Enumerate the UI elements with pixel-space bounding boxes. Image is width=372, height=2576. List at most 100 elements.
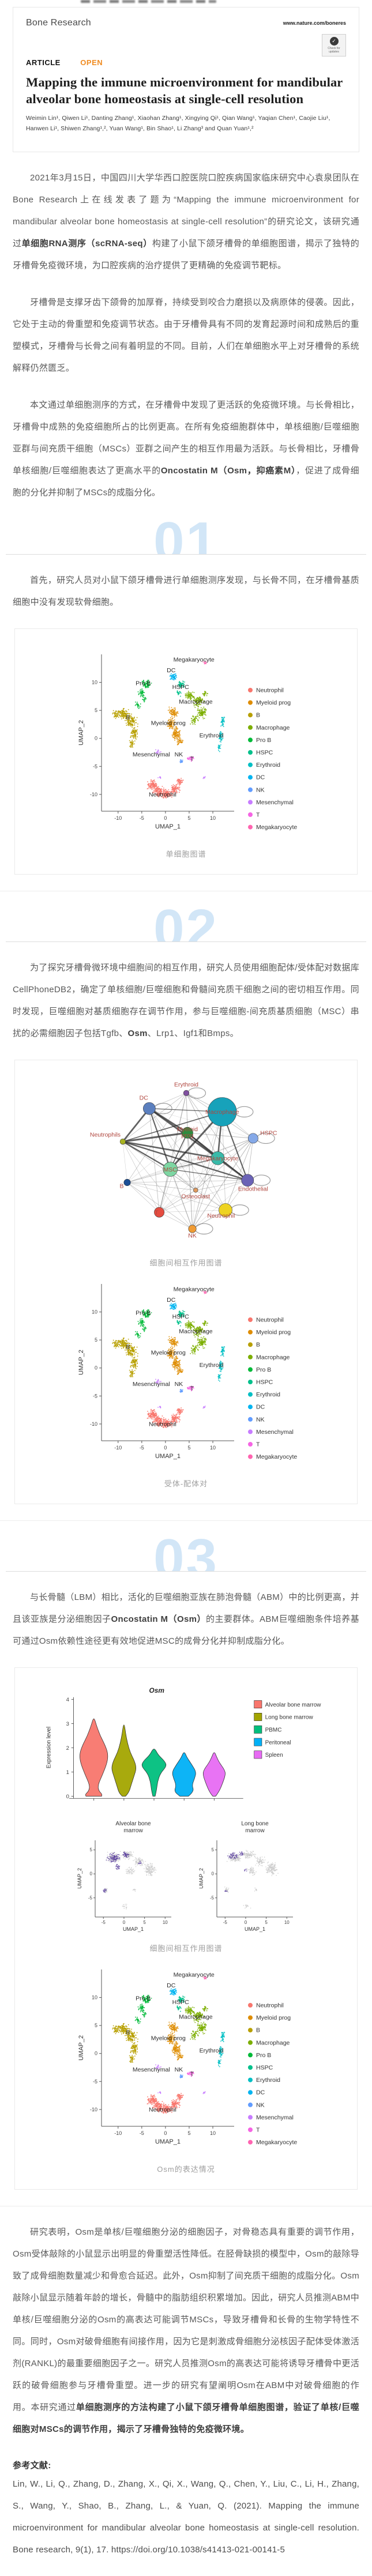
svg-text:5: 5	[143, 1920, 146, 1925]
svg-text:Neutrophil: Neutrophil	[256, 687, 284, 694]
svg-text:marrow: marrow	[123, 1828, 143, 1834]
paragraph: 本文通过单细胞测序的方式，在牙槽骨中发现了更活跃的免疫微环境。与长骨相比，牙槽骨…	[13, 394, 359, 504]
svg-text:-5: -5	[88, 1895, 92, 1900]
svg-text:T: T	[190, 755, 194, 762]
divider-rule	[6, 1571, 366, 1572]
text-run: 本文通过单细胞测序的方式，在牙槽骨中发现了更活跃的免疫微环境。与长骨相比，牙槽骨…	[13, 400, 359, 476]
figure-caption: 细胞间相互作用图谱	[18, 1257, 354, 1268]
svg-text:Neutrophils: Neutrophils	[89, 1131, 120, 1138]
svg-text:Alveolar bone: Alveolar bone	[115, 1821, 151, 1827]
crossmark-label: Check for updates	[325, 47, 343, 54]
svg-text:NK: NK	[256, 1416, 265, 1423]
divider-rule	[6, 941, 366, 942]
svg-text:5: 5	[187, 815, 190, 821]
svg-text:T: T	[155, 1209, 159, 1216]
svg-text:Osteoclast: Osteoclast	[181, 1193, 210, 1200]
crossmark-icon: ✓	[330, 37, 339, 46]
svg-text:Mesenchymal: Mesenchymal	[256, 1429, 294, 1436]
figure-card-fig2: Erythroid DC Macrophage Neutrophils HSPC Myel…	[14, 1060, 358, 1504]
figure-caption: 受体-配体对	[18, 1478, 354, 1489]
svg-text:Megakaryocyte: Megakaryocyte	[197, 1155, 238, 1162]
svg-text:Spleen: Spleen	[265, 1752, 283, 1758]
figure-caption: 单细胞图谱	[18, 848, 354, 859]
svg-text:Macrophage: Macrophage	[179, 1328, 213, 1335]
svg-text:UMAP_1: UMAP_1	[122, 1926, 143, 1932]
svg-text:Neutrophil: Neutrophil	[149, 791, 176, 798]
journal-url[interactable]: www.nature.com/boneres	[283, 20, 346, 26]
svg-text:UMAP_1: UMAP_1	[155, 823, 180, 830]
svg-text:Erythroid: Erythroid	[199, 732, 223, 739]
references-heading: 参考文献:	[13, 2459, 359, 2471]
svg-text:prog: prog	[181, 1132, 193, 1139]
svg-text:2: 2	[66, 1745, 69, 1751]
svg-text:Erythroid: Erythroid	[256, 1391, 280, 1398]
svg-text:Erythroid: Erythroid	[199, 1361, 223, 1368]
svg-text:DC: DC	[139, 1094, 148, 1101]
svg-text:Mesenchymal: Mesenchymal	[132, 1380, 170, 1387]
svg-text:5: 5	[94, 1337, 97, 1343]
svg-text:NK: NK	[256, 786, 265, 793]
svg-text:0: 0	[94, 1365, 97, 1370]
svg-text:-5: -5	[92, 763, 97, 769]
cropped-header-remnant	[81, 0, 216, 3]
svg-text:T: T	[256, 811, 260, 818]
text-run: 、Lrp1、Igf1和Bmps。	[148, 1029, 239, 1038]
svg-text:Mesenchymal: Mesenchymal	[256, 799, 294, 806]
svg-text:Erythroid: Erythroid	[174, 1081, 198, 1088]
svg-text:Peritoneal: Peritoneal	[265, 1739, 291, 1746]
svg-text:Myeloid prog: Myeloid prog	[256, 1329, 291, 1336]
svg-text:0: 0	[66, 1793, 69, 1799]
svg-text:Myeloid prog: Myeloid prog	[151, 1349, 185, 1356]
svg-text:MSC: MSC	[163, 1166, 177, 1173]
svg-text:3: 3	[66, 1721, 69, 1727]
svg-text:Long bone marrow: Long bone marrow	[265, 1714, 313, 1720]
svg-text:Macrophage: Macrophage	[256, 1354, 290, 1361]
article-body: 2021年3月15日，中国四川大学华西口腔医院口腔疾病国家临床研究中心袁泉团队在…	[0, 167, 372, 2561]
svg-text:-5: -5	[101, 1920, 106, 1925]
svg-text:B: B	[126, 1343, 130, 1350]
svg-text:HSPC: HSPC	[260, 1129, 277, 1136]
svg-text:Expression level: Expression level	[46, 1726, 52, 1768]
svg-text:10: 10	[162, 1920, 167, 1925]
svg-text:-5: -5	[139, 1445, 144, 1451]
section-divider: 01	[0, 512, 372, 555]
reference-citation: Lin, W., Li, Q., Zhang, D., Zhang, X., Q…	[13, 2473, 359, 2561]
paper-title: Mapping the immune microenvironment for …	[26, 74, 346, 108]
svg-text:Macrophage: Macrophage	[205, 1109, 239, 1116]
svg-text:Pro B: Pro B	[136, 1309, 151, 1316]
text-run: 2021年3月15日，中国四川大学华西口腔医院口腔疾病国家临床研究中心袁泉团队在…	[13, 173, 359, 248]
figure-caption: Osm的表达情况	[18, 2163, 354, 2174]
svg-text:UMAP_2: UMAP_2	[78, 1350, 85, 1375]
text-run: 牙槽骨是支撑牙齿下颌骨的加厚脊，持续受到咬合力磨损以及病原体的侵袭。因此，它处于…	[13, 297, 359, 373]
svg-text:HSPC: HSPC	[172, 684, 189, 691]
svg-text:10: 10	[210, 1445, 216, 1451]
svg-text:NK: NK	[174, 1380, 183, 1387]
svg-text:DC: DC	[167, 1297, 176, 1304]
text-run: 首先，研究人员对小鼠下颌牙槽骨进行单细胞测序发现，与长骨不同，在牙槽骨基质细胞中…	[13, 575, 359, 607]
section-divider: 03	[0, 1529, 372, 1572]
svg-text:0: 0	[89, 1871, 92, 1876]
svg-text:Myeloid prog: Myeloid prog	[256, 699, 291, 706]
svg-text:Myeloid prog: Myeloid prog	[151, 720, 185, 726]
paragraph: 牙槽骨是支撑牙齿下颌骨的加厚脊，持续受到咬合力磨损以及病原体的侵袭。因此，它处于…	[13, 292, 359, 379]
svg-text:0: 0	[164, 815, 167, 821]
svg-text:DC: DC	[256, 1403, 265, 1410]
author-list: Weimin Lin¹, Qiwen Li¹, Danting Zhang¹, …	[26, 113, 346, 134]
open-access-label: OPEN	[80, 58, 103, 67]
svg-text:Pro B: Pro B	[256, 737, 271, 744]
svg-text:B: B	[256, 711, 260, 718]
check-for-updates-badge[interactable]: ✓ Check for updates	[322, 34, 346, 57]
svg-text:5: 5	[89, 1847, 92, 1852]
svg-text:UMAP_2: UMAP_2	[78, 720, 85, 745]
svg-text:1: 1	[66, 1769, 69, 1775]
svg-text:0: 0	[94, 735, 97, 741]
text-run: 研究表明，Osm是单核/巨噬细胞分泌的细胞因子，对骨稳态具有重要的调节作用，Os…	[13, 2227, 359, 2412]
svg-text:Neutrophil: Neutrophil	[207, 1212, 235, 1219]
svg-text:HSPC: HSPC	[256, 749, 273, 756]
